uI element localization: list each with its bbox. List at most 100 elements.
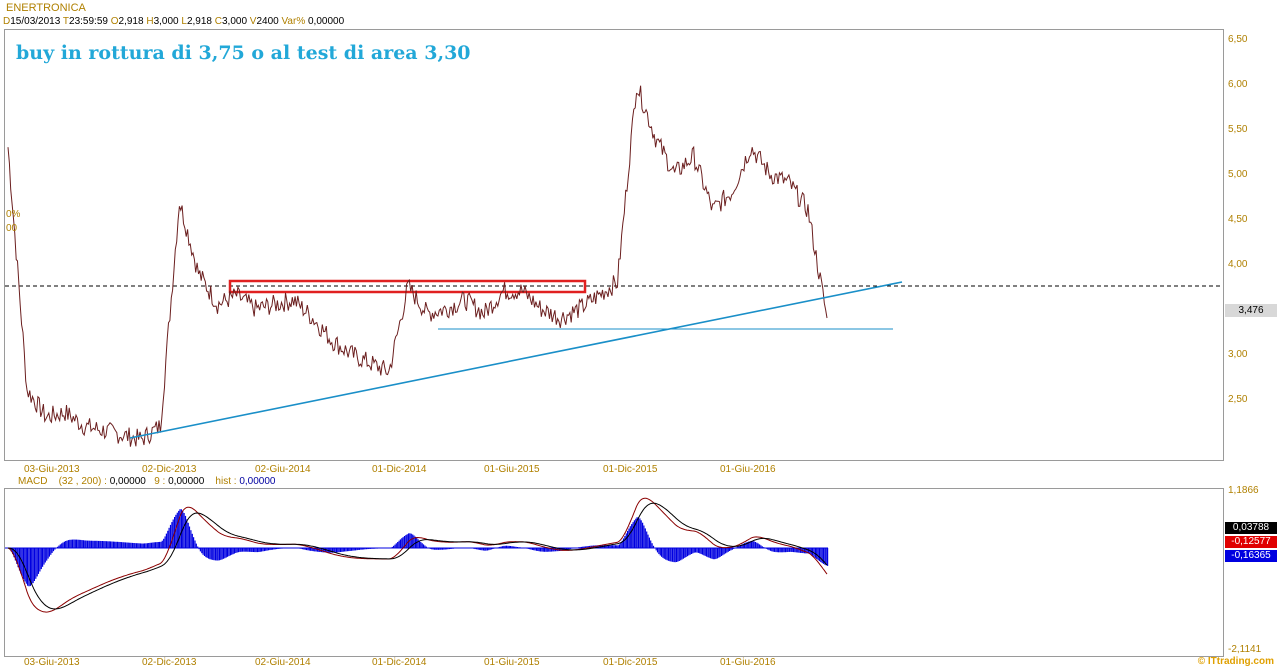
histogram-bar xyxy=(667,548,669,561)
histogram-bar xyxy=(701,548,703,555)
histogram-bar xyxy=(229,548,231,556)
histogram-bar xyxy=(218,548,221,561)
histogram-bar xyxy=(429,548,431,549)
histogram-bar xyxy=(140,543,142,548)
histogram-bar xyxy=(710,548,712,559)
histogram-bar xyxy=(508,545,510,548)
histogram-bar xyxy=(334,548,336,553)
histogram-bar xyxy=(153,542,155,548)
histogram-bar xyxy=(258,548,260,552)
histogram-bar xyxy=(188,526,191,548)
histogram-bar xyxy=(363,548,365,550)
histogram-bar xyxy=(213,548,215,561)
histogram-bar xyxy=(101,541,104,548)
histogram-bar xyxy=(512,546,514,548)
histogram-bar xyxy=(700,548,702,554)
histogram-bar xyxy=(216,548,218,561)
histogram-bar xyxy=(402,537,404,548)
histogram-bar xyxy=(346,548,348,552)
histogram-bar xyxy=(493,548,495,549)
histogram-bar xyxy=(822,548,825,564)
histogram-bar xyxy=(209,548,211,560)
histogram-bar xyxy=(787,548,789,552)
histogram-bar xyxy=(145,543,147,548)
histogram-bar xyxy=(246,548,248,552)
histogram-bar xyxy=(511,546,513,548)
histogram-bar xyxy=(311,548,313,551)
histogram-bar xyxy=(225,548,227,558)
histogram-bar xyxy=(84,540,86,548)
histogram-bar xyxy=(788,548,791,552)
var-value: 0,00000 xyxy=(308,16,345,27)
histogram-bar xyxy=(733,548,735,549)
histogram-bar xyxy=(365,548,367,550)
histogram-bar xyxy=(682,548,684,559)
histogram-bar xyxy=(111,541,113,548)
histogram-bar xyxy=(254,548,256,553)
histogram-bar xyxy=(542,548,544,552)
histogram-bar xyxy=(120,542,123,548)
histogram-bar xyxy=(144,543,146,548)
histogram-bar xyxy=(44,548,46,563)
signal-tag: -0,12577 xyxy=(1225,536,1277,548)
histogram-bar xyxy=(439,548,441,550)
histogram-bar xyxy=(63,541,65,548)
x-tick: 01-Giu-2016 xyxy=(720,464,776,475)
close-key: C xyxy=(214,16,222,27)
y-tick: 4,00 xyxy=(1228,259,1248,270)
x-tick: 03-Giu-2013 xyxy=(24,657,80,668)
histogram-bar xyxy=(337,548,339,553)
var-key: Var% xyxy=(281,16,306,27)
histogram-bar xyxy=(39,548,41,572)
histogram-bar xyxy=(704,548,706,556)
histogram-bar xyxy=(227,548,229,557)
histogram-bar xyxy=(344,548,346,552)
histogram-bar xyxy=(636,517,638,548)
histogram-bar xyxy=(57,546,59,548)
histogram-bar xyxy=(529,548,531,550)
macd-axis-top: 1,1866 xyxy=(1228,485,1259,496)
histogram-bar xyxy=(482,548,484,551)
histogram-bar xyxy=(175,514,177,548)
histogram-bar xyxy=(816,548,818,559)
histogram-bar xyxy=(250,548,252,552)
histogram-bar xyxy=(545,548,547,552)
histogram-bar xyxy=(14,548,16,561)
histogram-bar xyxy=(399,539,401,548)
histogram-bar xyxy=(10,548,12,552)
histogram-bar xyxy=(644,528,646,548)
histogram-bar xyxy=(190,530,192,548)
histogram-bar xyxy=(612,545,614,548)
histogram-bar xyxy=(695,548,697,553)
histogram-bar xyxy=(303,548,305,550)
histogram-bar xyxy=(552,548,554,552)
low-value: 2,918 xyxy=(186,16,212,27)
histogram-bar xyxy=(375,548,377,549)
histogram-bar xyxy=(444,548,446,550)
histogram-bar xyxy=(684,548,686,558)
histogram-bar xyxy=(622,538,625,548)
histogram-bar xyxy=(187,522,189,548)
histogram-bar xyxy=(442,548,444,550)
histogram-bar xyxy=(691,548,693,554)
histogram-bar xyxy=(659,548,661,556)
histogram-bar xyxy=(491,548,493,550)
histogram-bar xyxy=(646,531,648,548)
histogram-bar xyxy=(678,548,680,561)
histogram-bar xyxy=(782,548,784,553)
x-tick: 02-Dic-2013 xyxy=(142,657,197,668)
histogram-bar xyxy=(805,548,807,554)
histogram-bar xyxy=(266,548,268,551)
histogram-bar xyxy=(48,548,50,557)
histogram-bar xyxy=(191,533,193,548)
histogram-bar xyxy=(59,544,61,548)
histogram-bar xyxy=(89,540,91,548)
histogram-bar xyxy=(769,548,772,551)
histogram-bar xyxy=(765,548,767,549)
histogram-bar xyxy=(618,544,620,548)
x-tick: 01-Dic-2014 xyxy=(372,657,427,668)
histogram-bar xyxy=(193,537,195,548)
histogram-bar xyxy=(745,542,747,548)
x-tick: 01-Dic-2015 xyxy=(603,657,658,668)
histogram-bar xyxy=(405,535,407,548)
